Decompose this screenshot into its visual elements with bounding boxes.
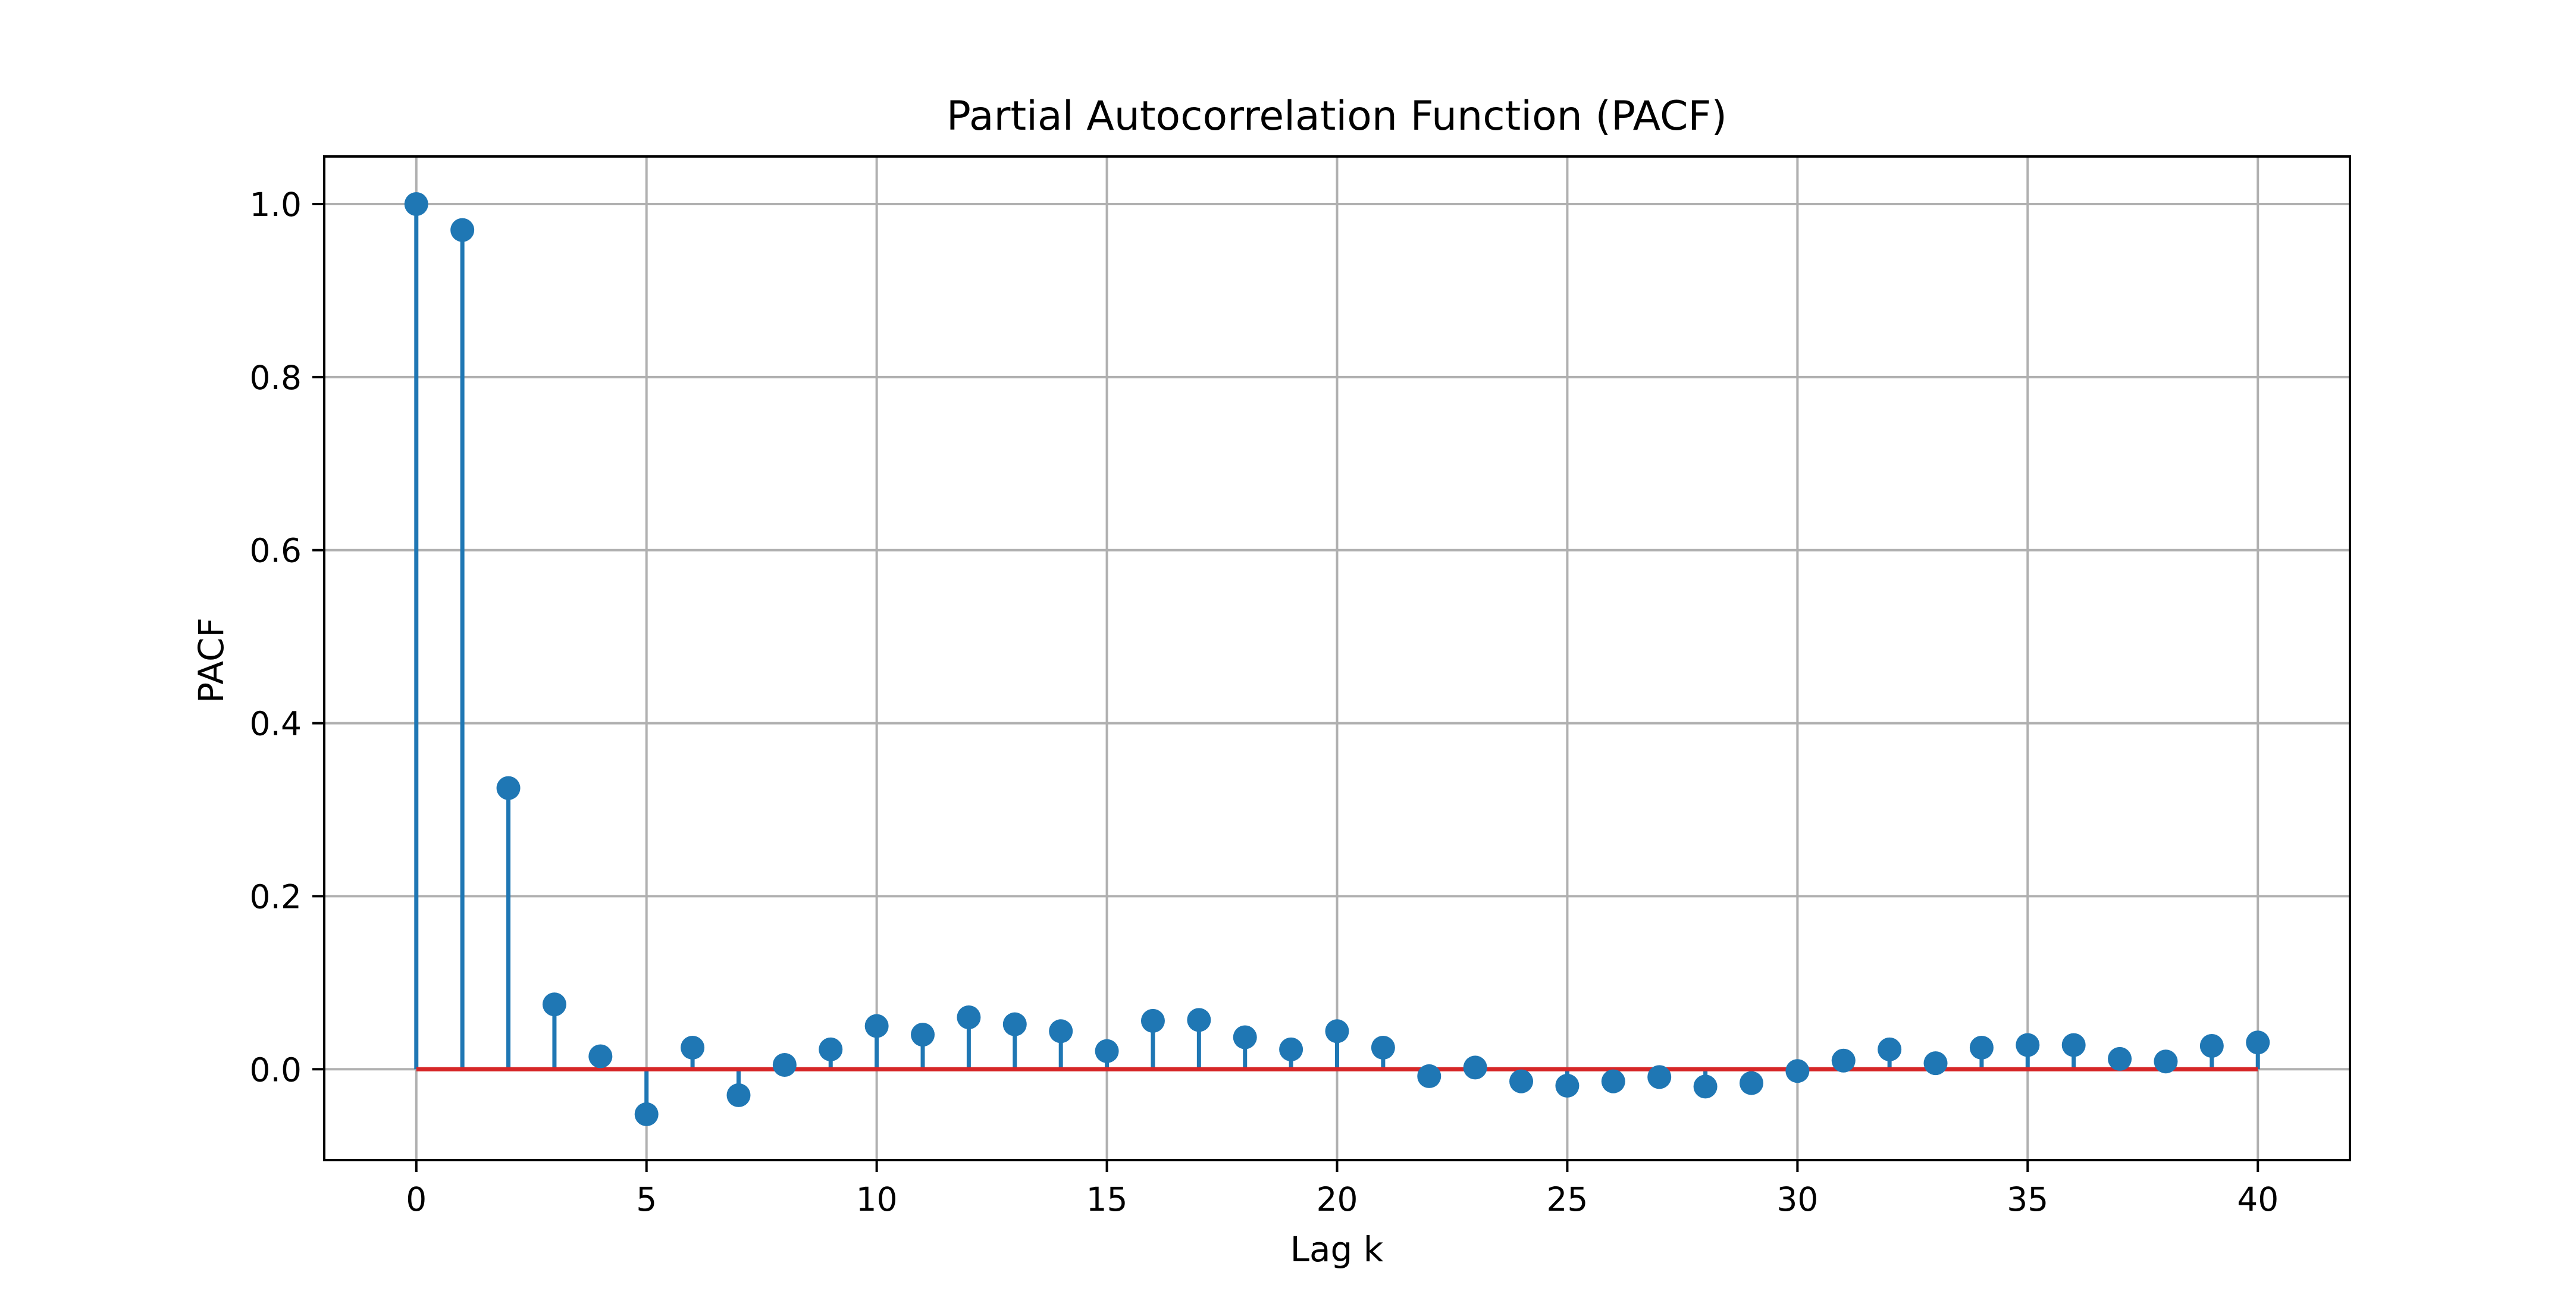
stem-marker xyxy=(2108,1046,2132,1071)
stem-marker xyxy=(1878,1037,1902,1061)
stem-marker xyxy=(2154,1049,2178,1074)
x-tick-label: 20 xyxy=(1317,1180,1358,1218)
stem-marker xyxy=(1049,1019,1073,1044)
x-tick-label: 15 xyxy=(1086,1180,1128,1218)
stem-marker xyxy=(1325,1019,1349,1044)
stem-marker xyxy=(1233,1025,1257,1049)
x-axis-label: Lag k xyxy=(1290,1229,1384,1270)
y-tick-label: 0.8 xyxy=(250,359,302,397)
stem-marker xyxy=(1969,1035,1994,1060)
x-tick-label: 5 xyxy=(636,1180,657,1218)
x-tick-label: 30 xyxy=(1776,1180,1818,1218)
axis-ticks: 0 5 10 15 20 25 30 35 40 0.0 0.2 0.4 0.6 0.8 1.0 xyxy=(250,186,2279,1218)
y-axis-label: PACF xyxy=(191,618,231,703)
y-tick-label: 0.6 xyxy=(250,532,302,570)
stem-marker xyxy=(1785,1059,1810,1083)
x-tick-label: 10 xyxy=(856,1180,898,1218)
y-tick-label: 0.0 xyxy=(250,1051,302,1089)
stem-marker xyxy=(957,1005,981,1030)
x-tick-label: 0 xyxy=(406,1180,427,1218)
stem-marker xyxy=(1509,1069,1534,1093)
stem-marker xyxy=(1647,1065,1672,1089)
stem-marker xyxy=(450,218,475,242)
stem-marker xyxy=(1555,1073,1580,1098)
stem-marker xyxy=(588,1044,613,1068)
stem-marker xyxy=(1693,1074,1718,1099)
stem-marker xyxy=(1463,1055,1487,1080)
stem-marker xyxy=(1095,1039,1119,1063)
stem-marker xyxy=(2016,1033,2040,1057)
stem-marker xyxy=(1371,1035,1395,1060)
stem-marker xyxy=(772,1053,797,1077)
stem-marker xyxy=(1417,1064,1441,1088)
stem-marker xyxy=(864,1014,889,1038)
x-tick-label: 35 xyxy=(2007,1180,2048,1218)
stem-marker xyxy=(496,776,521,800)
x-tick-label: 40 xyxy=(2237,1180,2279,1218)
chart-title: Partial Autocorrelation Function (PACF) xyxy=(947,93,1727,140)
stem-marker xyxy=(2199,1034,2224,1058)
stem-marker xyxy=(726,1083,751,1107)
stem-marker xyxy=(1002,1012,1027,1036)
stem-marker xyxy=(1601,1069,1625,1093)
stem-marker xyxy=(1923,1051,1948,1076)
stem-marker xyxy=(404,192,428,216)
stem-marker xyxy=(681,1035,705,1060)
stem-marker xyxy=(819,1037,843,1061)
stem-marker xyxy=(911,1023,935,1047)
y-tick-label: 0.4 xyxy=(250,705,302,743)
stem-marker xyxy=(1831,1048,1856,1073)
y-tick-label: 0.2 xyxy=(250,878,302,916)
stem-marker xyxy=(2061,1033,2086,1057)
stem-marker xyxy=(542,992,566,1017)
stem-series xyxy=(404,192,2270,1126)
stem-marker xyxy=(1739,1071,1763,1095)
stem-marker xyxy=(634,1102,659,1126)
y-tick-label: 1.0 xyxy=(250,186,302,224)
x-tick-label: 25 xyxy=(1546,1180,1588,1218)
stem-marker xyxy=(1140,1008,1165,1033)
stem-marker xyxy=(1187,1008,1211,1032)
stem-marker xyxy=(1279,1037,1303,1061)
stem-marker xyxy=(2246,1030,2270,1055)
